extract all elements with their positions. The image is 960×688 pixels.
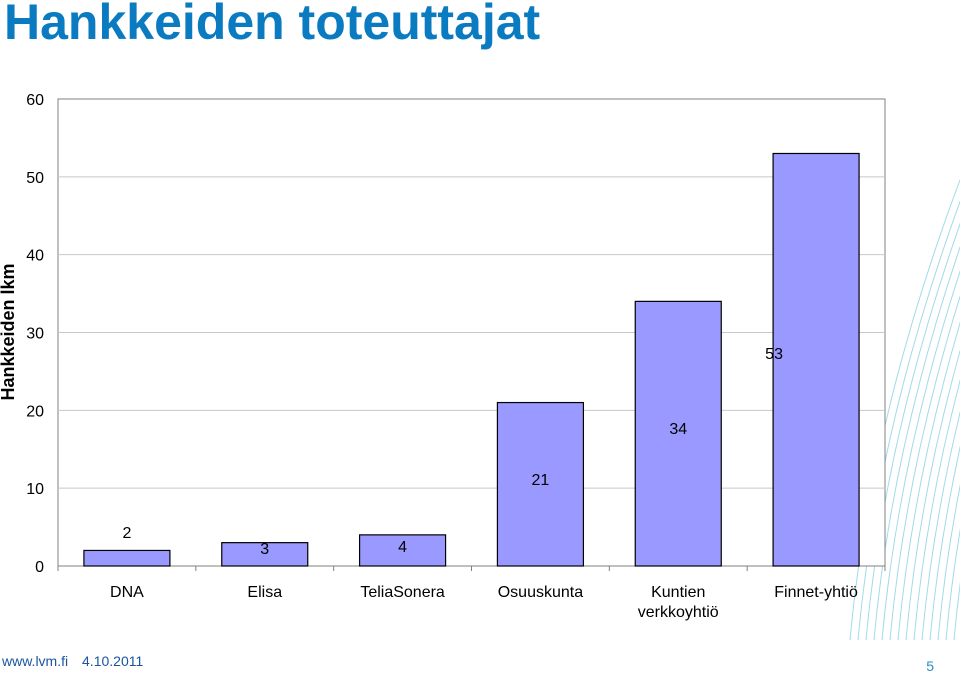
y-axis-label: Hankkeiden lkm xyxy=(0,263,18,400)
footer-url[interactable]: www.lvm.fi xyxy=(2,653,68,669)
x-tick-label: Osuuskunta xyxy=(498,584,583,601)
y-axis-ticks: 0 10 20 30 40 50 60 xyxy=(26,92,44,576)
data-label: 4 xyxy=(398,539,407,556)
x-tick-label: Kuntien verkkoyhtiö xyxy=(638,584,719,621)
y-tick-label: 20 xyxy=(26,403,44,420)
x-tick-label: TeliaSonera xyxy=(360,584,445,601)
bar xyxy=(84,550,170,566)
footer-date: 4.10.2011 xyxy=(82,653,143,669)
x-tick-label: Elisa xyxy=(247,584,282,601)
x-axis-ticks: DNA Elisa TeliaSonera Osuuskunta Kuntien verk… xyxy=(58,566,885,621)
y-tick-label: 50 xyxy=(26,170,44,187)
data-label: 3 xyxy=(260,541,269,558)
data-label: 53 xyxy=(765,346,783,363)
data-label: 34 xyxy=(669,421,687,438)
data-label: 21 xyxy=(532,472,550,489)
y-tick-label: 60 xyxy=(26,92,44,109)
footer: www.lvm.fi 4.10.2011 xyxy=(2,653,143,669)
bar xyxy=(773,153,859,566)
data-label: 2 xyxy=(122,525,131,542)
y-tick-label: 0 xyxy=(35,559,44,576)
x-tick-label: DNA xyxy=(110,584,144,601)
y-tick-label: 10 xyxy=(26,481,44,498)
y-tick-label: 30 xyxy=(26,326,44,343)
y-tick-label: 40 xyxy=(26,248,44,265)
x-tick-label: Finnet-yhtiö xyxy=(774,584,858,601)
page-number: 5 xyxy=(918,658,934,674)
